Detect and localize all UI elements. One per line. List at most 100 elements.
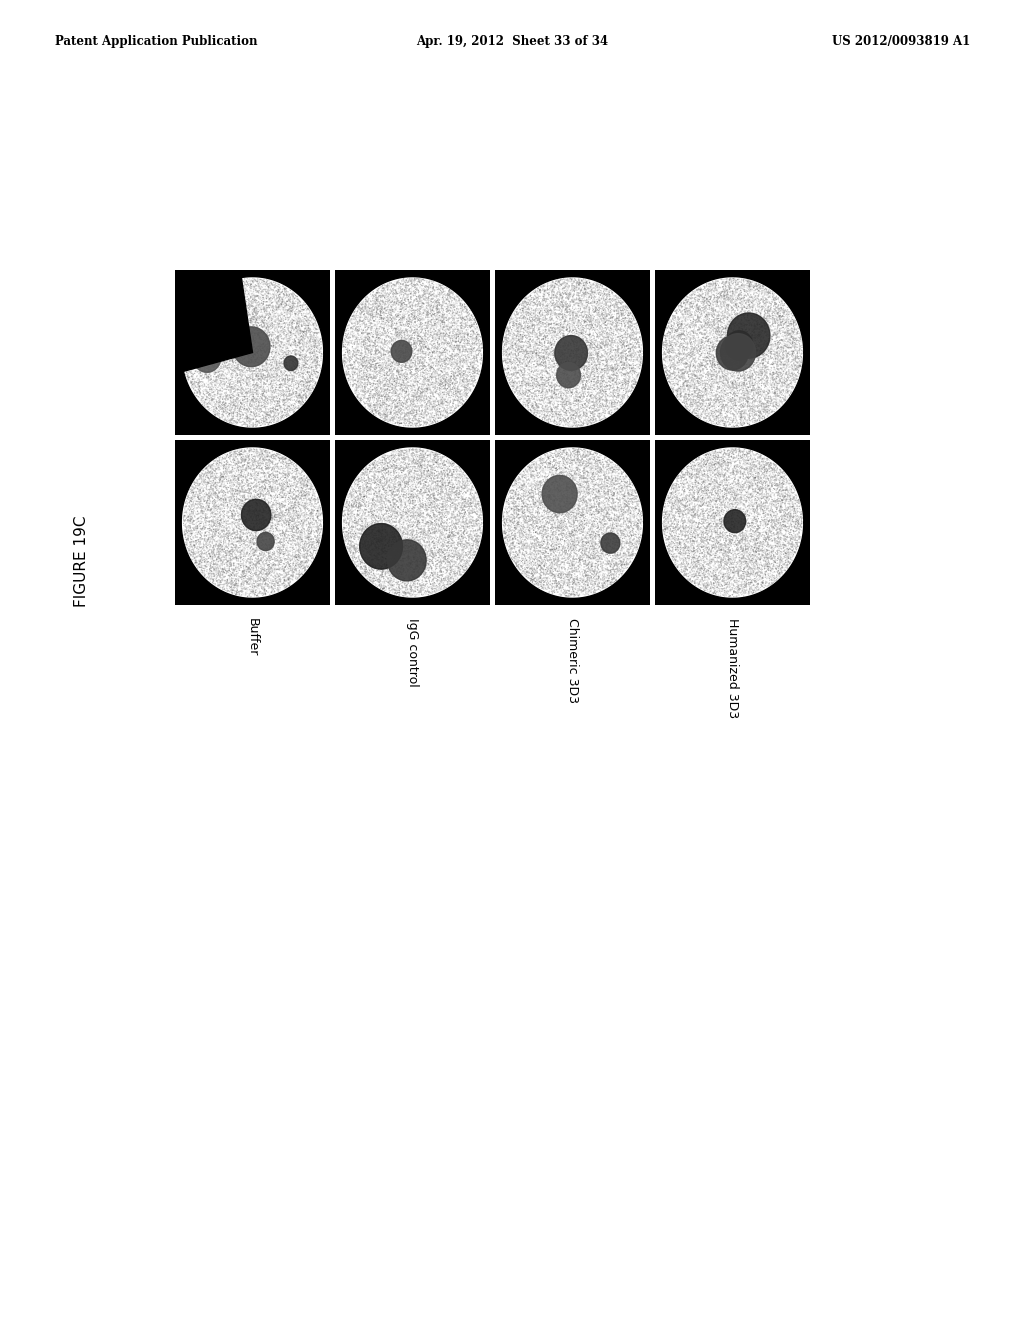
Point bbox=[561, 473, 578, 494]
Point bbox=[225, 317, 242, 338]
Point bbox=[668, 339, 684, 360]
Point bbox=[236, 370, 252, 391]
Point bbox=[585, 521, 601, 543]
Point bbox=[437, 337, 454, 358]
Point bbox=[370, 577, 386, 598]
Point bbox=[376, 389, 392, 411]
Point bbox=[420, 313, 436, 334]
Point bbox=[191, 473, 208, 494]
Point bbox=[186, 546, 203, 568]
Point bbox=[539, 335, 555, 356]
Point bbox=[311, 499, 328, 520]
Point bbox=[211, 458, 227, 479]
Point bbox=[358, 300, 375, 321]
Point bbox=[256, 511, 272, 532]
Point bbox=[709, 290, 725, 312]
Point bbox=[504, 335, 520, 356]
Point bbox=[525, 391, 542, 412]
Point bbox=[212, 498, 228, 519]
Point bbox=[549, 480, 565, 502]
Point bbox=[718, 581, 734, 602]
Point bbox=[601, 371, 617, 392]
Point bbox=[764, 313, 780, 334]
Point bbox=[207, 297, 223, 318]
Point bbox=[549, 474, 565, 495]
Point bbox=[447, 498, 464, 519]
Point bbox=[201, 540, 217, 561]
Point bbox=[381, 359, 397, 380]
Point bbox=[722, 494, 738, 515]
Point bbox=[412, 480, 428, 502]
Point bbox=[408, 444, 424, 465]
Point bbox=[200, 500, 216, 521]
Point bbox=[259, 327, 275, 348]
Point bbox=[689, 281, 706, 302]
Point bbox=[606, 482, 623, 503]
Point bbox=[504, 331, 520, 352]
Point bbox=[440, 384, 457, 405]
Point bbox=[190, 488, 207, 510]
Point bbox=[733, 405, 750, 426]
Point bbox=[233, 269, 250, 290]
Point bbox=[376, 404, 392, 425]
Point bbox=[470, 521, 486, 543]
Point bbox=[394, 306, 411, 327]
Point bbox=[223, 529, 240, 550]
Point bbox=[732, 576, 749, 597]
Point bbox=[564, 480, 581, 502]
Point bbox=[364, 544, 380, 565]
Point bbox=[689, 385, 706, 407]
Point bbox=[544, 576, 560, 597]
Point bbox=[387, 582, 403, 603]
Point bbox=[393, 529, 410, 550]
Point bbox=[740, 562, 757, 583]
Point bbox=[432, 545, 449, 566]
Point bbox=[391, 334, 408, 355]
Point bbox=[285, 310, 301, 331]
Point bbox=[238, 459, 254, 480]
Point bbox=[529, 540, 546, 561]
Point bbox=[337, 525, 353, 546]
Point bbox=[395, 572, 412, 593]
Point bbox=[204, 512, 220, 533]
Point bbox=[600, 339, 616, 360]
Point bbox=[519, 362, 536, 383]
Point bbox=[236, 282, 252, 304]
Point bbox=[198, 521, 214, 543]
Point bbox=[593, 499, 609, 520]
Point bbox=[245, 554, 261, 576]
Point bbox=[739, 576, 756, 597]
Point bbox=[384, 313, 400, 334]
Point bbox=[519, 397, 536, 418]
Point bbox=[265, 350, 282, 371]
Point bbox=[554, 366, 570, 387]
Point bbox=[511, 540, 527, 561]
Point bbox=[555, 282, 571, 304]
Point bbox=[410, 387, 426, 408]
Point bbox=[766, 325, 782, 346]
Point bbox=[305, 314, 322, 335]
Point bbox=[600, 562, 616, 583]
Point bbox=[225, 280, 242, 301]
Point bbox=[354, 375, 371, 396]
Point bbox=[547, 445, 563, 466]
Point bbox=[221, 462, 238, 483]
Point bbox=[306, 363, 323, 384]
Point bbox=[228, 483, 245, 504]
Point bbox=[766, 383, 782, 404]
Point bbox=[456, 541, 472, 562]
Point bbox=[459, 334, 475, 355]
Point bbox=[739, 565, 756, 586]
Point bbox=[521, 457, 538, 478]
Point bbox=[294, 539, 310, 560]
Point bbox=[609, 304, 626, 325]
Point bbox=[743, 366, 760, 387]
Point bbox=[406, 498, 422, 519]
Point bbox=[372, 461, 388, 482]
Point bbox=[369, 568, 385, 589]
Point bbox=[379, 520, 395, 541]
Point bbox=[663, 363, 679, 384]
Point bbox=[349, 470, 366, 491]
Point bbox=[596, 564, 612, 585]
Point bbox=[356, 482, 373, 503]
